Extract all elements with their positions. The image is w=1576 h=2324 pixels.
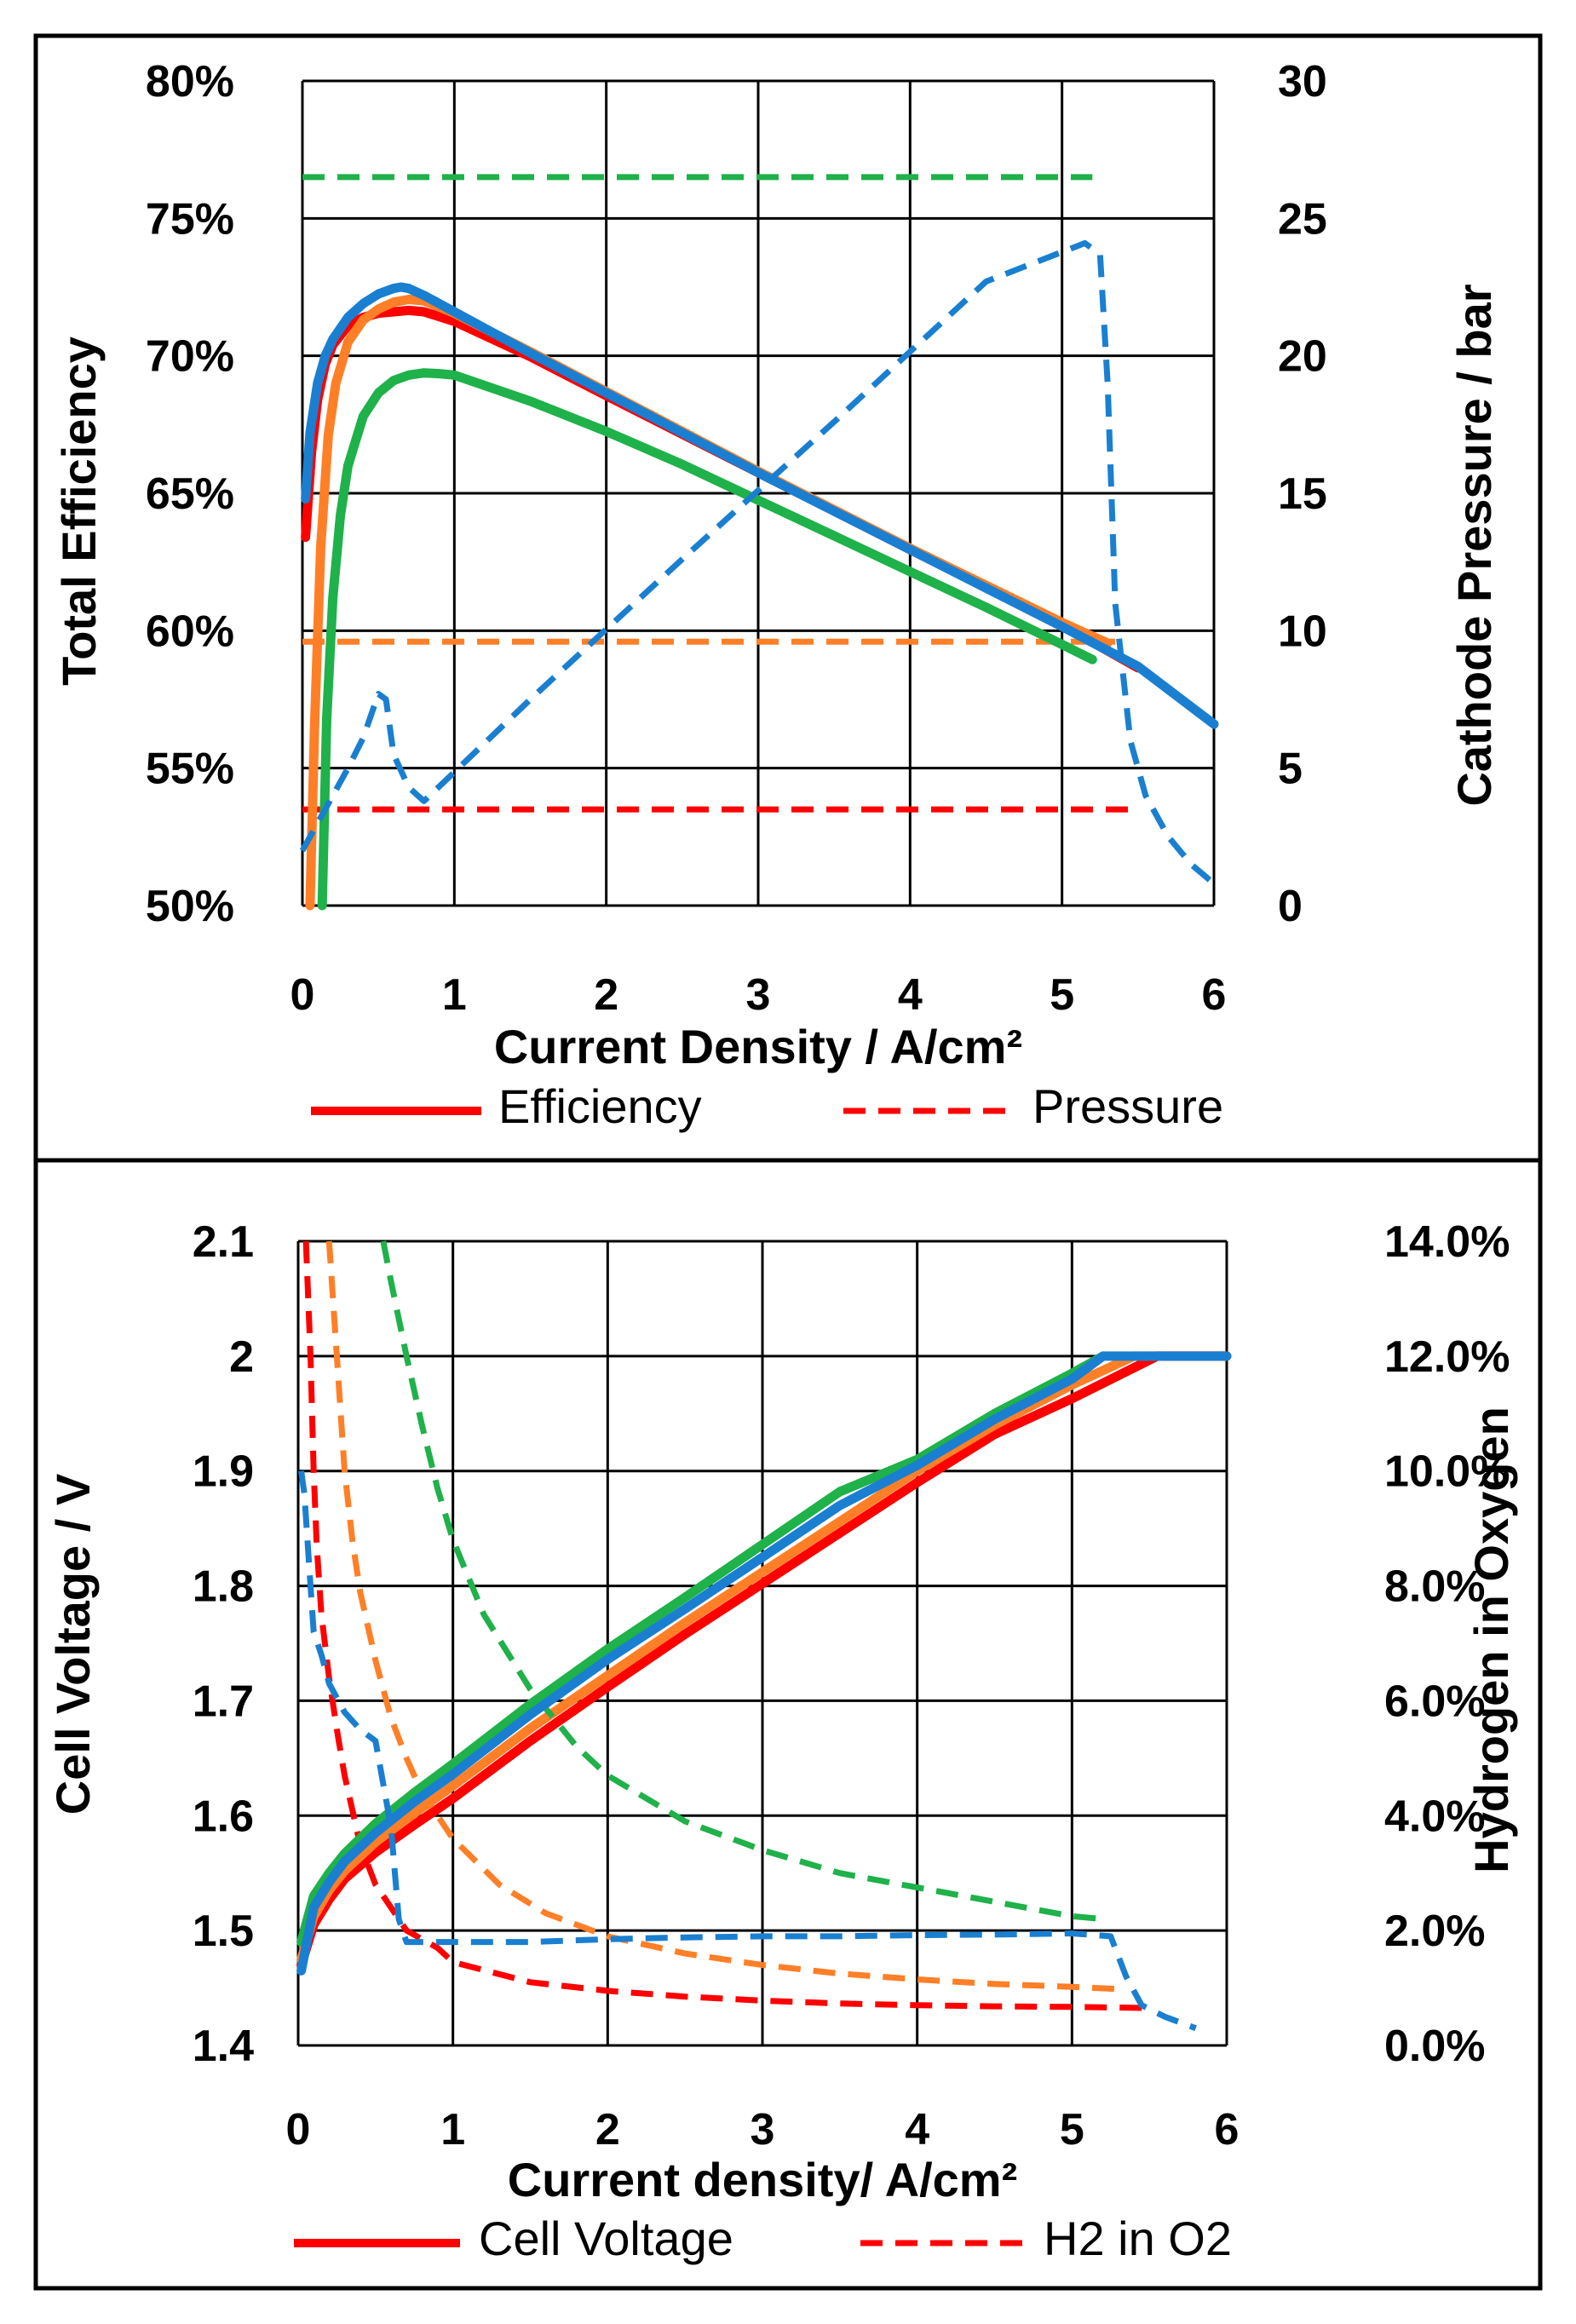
y-axis-title: Cell Voltage / V xyxy=(46,1474,100,1815)
y2-tick-label: 15 xyxy=(1278,469,1327,519)
series-pressure-blue xyxy=(299,239,1217,886)
y-tick-label: 1.7 xyxy=(193,1677,254,1726)
legend-label: Efficiency xyxy=(498,1079,702,1133)
legend-label: H2 in O2 xyxy=(1044,2212,1232,2265)
x-tick-label: 2 xyxy=(594,970,618,1020)
y-tick-label: 60% xyxy=(146,607,234,656)
y-tick-label: 75% xyxy=(146,194,234,244)
y-tick-label: 55% xyxy=(146,745,234,794)
x-tick-label: 2 xyxy=(595,2105,620,2154)
y2-tick-label: 2.0% xyxy=(1384,1907,1486,1956)
y-tick-label: 70% xyxy=(146,332,234,382)
series-voltage-blue xyxy=(296,1351,1232,1976)
y2-tick-label: 6.0% xyxy=(1384,1677,1486,1726)
x-tick-label: 3 xyxy=(751,2105,775,2154)
y2-tick-label: 20 xyxy=(1278,332,1327,382)
y2-tick-label: 0.0% xyxy=(1384,2022,1486,2071)
x-tick-label: 6 xyxy=(1215,2105,1240,2154)
bottom-panel-frame xyxy=(33,1158,1543,2291)
y2-tick-label: 10 xyxy=(1278,607,1327,656)
y2-tick-label: 10.0% xyxy=(1384,1447,1510,1497)
y2-axis-title: Cathode Pressure / bar xyxy=(1447,284,1501,806)
y-tick-label: 1.8 xyxy=(193,1562,254,1612)
y-tick-label: 2 xyxy=(229,1332,254,1382)
y2-tick-label: 0 xyxy=(1278,882,1303,931)
y-tick-label: 50% xyxy=(146,882,234,931)
y-tick-label: 1.6 xyxy=(193,1792,254,1841)
series-h2-in-o2-orange xyxy=(325,1240,1119,1993)
series-h2-in-o2-blue xyxy=(298,1470,1197,2032)
y2-tick-label: 12.0% xyxy=(1384,1332,1510,1382)
x-tick-label: 5 xyxy=(1060,2105,1084,2154)
series-voltage-orange xyxy=(296,1351,1232,1964)
y2-tick-label: 30 xyxy=(1278,57,1327,106)
series-voltage-green xyxy=(296,1351,1108,1947)
y2-tick-label: 5 xyxy=(1278,745,1303,794)
y2-tick-label: 8.0% xyxy=(1384,1562,1486,1612)
x-tick-label: 1 xyxy=(442,970,467,1020)
series-h2-in-o2-green xyxy=(380,1240,1104,1923)
bottom-chart: 0 1 2 3 4 5 6 1.4 1.5 1.6 1.7 1.8 1.9 2 2.1 0.0% 2.0% 4.0… xyxy=(46,1217,1518,2265)
series-h2-in-o2-red xyxy=(302,1240,1150,2011)
legend-label: Cell Voltage xyxy=(479,2212,733,2265)
series-efficiency-green xyxy=(317,368,1097,911)
series-efficiency-blue xyxy=(301,282,1219,729)
x-tick-label: 6 xyxy=(1202,970,1227,1020)
y-tick-label: 2.1 xyxy=(193,1217,254,1267)
y-axis-title: Total Efficiency xyxy=(52,337,106,686)
y-tick-label: 1.4 xyxy=(193,2022,254,2071)
x-tick-label: 0 xyxy=(286,2105,311,2154)
x-axis-title: Current Density / A/cm² xyxy=(494,1020,1022,1073)
x-tick-label: 1 xyxy=(440,2105,465,2154)
y2-tick-label: 25 xyxy=(1278,194,1327,244)
y2-axis-title: Hydrogen in Oxygen xyxy=(1464,1406,1518,1873)
series-voltage-red xyxy=(296,1351,1232,1970)
x-axis-title: Current density/ A/cm² xyxy=(508,2153,1017,2206)
x-tick-label: 3 xyxy=(746,970,771,1020)
y2-tick-label: 4.0% xyxy=(1384,1792,1486,1841)
top-chart: 0 1 2 3 4 5 6 50% 55% 60% 65% 70% 75% 80% 0 5 10 15 20 25 30… xyxy=(52,57,1501,1133)
y2-tick-label: 14.0% xyxy=(1384,1217,1510,1267)
y-tick-label: 65% xyxy=(146,469,234,519)
y-tick-label: 80% xyxy=(146,57,234,106)
x-tick-label: 4 xyxy=(905,2105,929,2154)
legend-label: Pressure xyxy=(1032,1079,1223,1133)
x-tick-label: 0 xyxy=(290,970,315,1020)
x-tick-label: 5 xyxy=(1050,970,1074,1020)
x-tick-label: 4 xyxy=(898,970,923,1020)
y-tick-label: 1.9 xyxy=(193,1447,254,1497)
y-tick-label: 1.5 xyxy=(193,1907,254,1956)
